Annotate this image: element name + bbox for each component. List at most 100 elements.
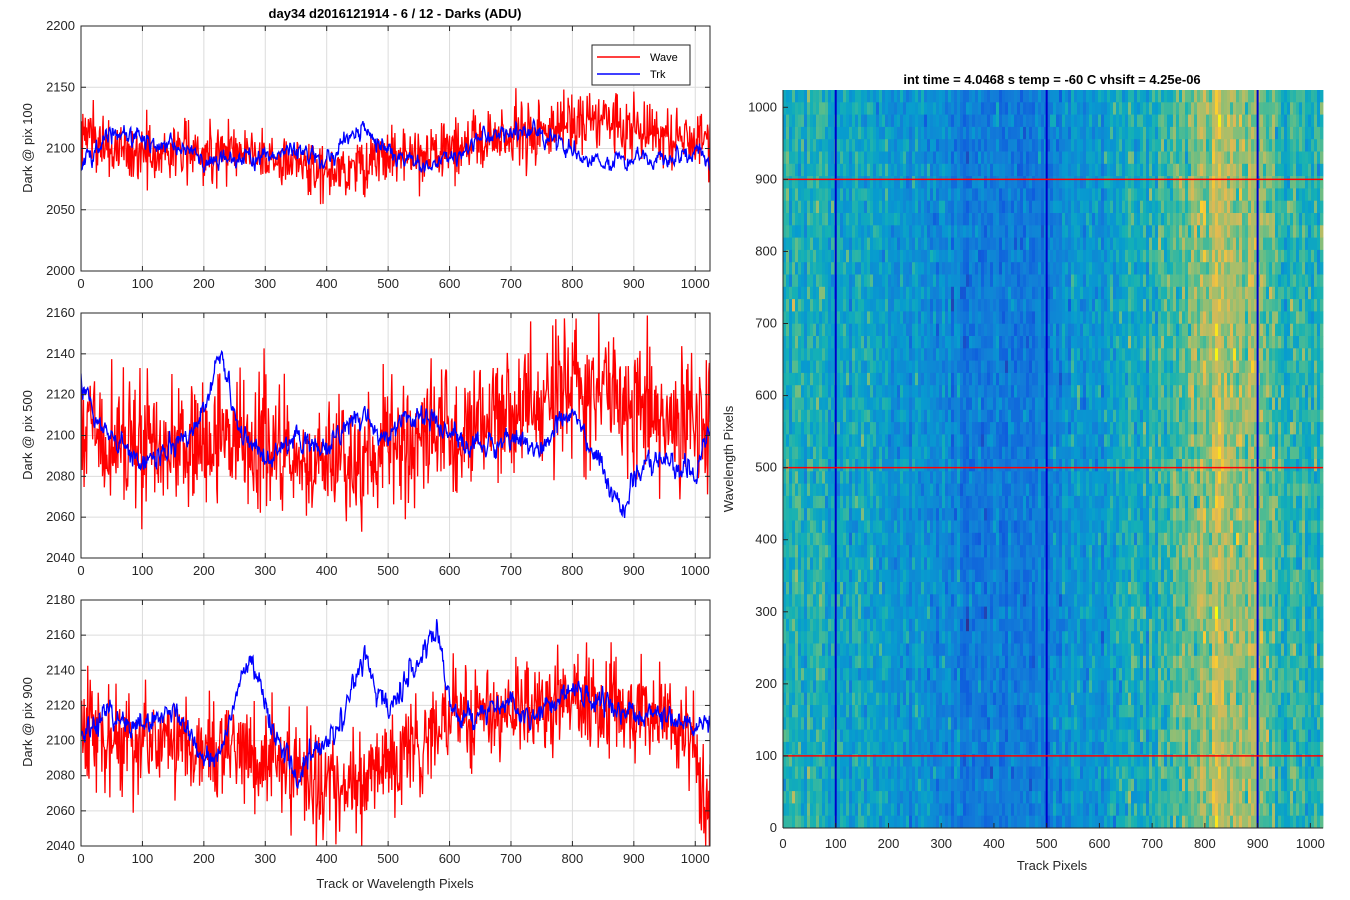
x-tick-label: 800	[562, 276, 584, 291]
x-tick-label: 300	[254, 851, 276, 866]
x-axis-label: Track Pixels	[1017, 858, 1088, 873]
x-tick-label: 900	[623, 563, 645, 578]
chart-title: day34 d2016121914 - 6 / 12 - Darks (ADU)	[269, 6, 522, 21]
x-tick-label: 0	[77, 276, 84, 291]
x-tick-label: 900	[1247, 836, 1269, 851]
y-tick-label: 2080	[46, 768, 75, 783]
y-tick-label: 2060	[46, 803, 75, 818]
y-tick-label: 300	[755, 604, 777, 619]
x-tick-label: 100	[132, 276, 154, 291]
x-tick-label: 600	[439, 563, 461, 578]
y-tick-label: 2100	[46, 733, 75, 748]
y-axis-label: Dark @ pix 900	[20, 677, 35, 767]
x-tick-label: 100	[132, 563, 154, 578]
y-tick-label: 2160	[46, 627, 75, 642]
x-tick-label: 700	[500, 851, 522, 866]
y-tick-label: 2180	[46, 592, 75, 607]
x-tick-label: 0	[779, 836, 786, 851]
series-line-trk	[81, 117, 710, 174]
x-tick-label: 800	[562, 563, 584, 578]
x-tick-label: 500	[377, 563, 399, 578]
x-tick-label: 200	[878, 836, 900, 851]
x-tick-label: 700	[500, 563, 522, 578]
heatmap-dark-frame: int time = 4.0468 s temp = -60 C vhsift …	[721, 72, 1325, 873]
x-axis-label: Track or Wavelength Pixels	[316, 876, 474, 891]
x-tick-label: 600	[1089, 836, 1111, 851]
x-tick-label: 900	[623, 851, 645, 866]
y-tick-label: 2120	[46, 697, 75, 712]
y-tick-label: 700	[755, 316, 777, 331]
y-tick-label: 2040	[46, 550, 75, 565]
x-tick-label: 800	[562, 851, 584, 866]
x-tick-label: 700	[500, 276, 522, 291]
x-tick-label: 100	[132, 851, 154, 866]
x-tick-label: 800	[1194, 836, 1216, 851]
y-tick-label: 2000	[46, 263, 75, 278]
x-tick-label: 500	[1036, 836, 1058, 851]
legend-box	[591, 44, 691, 86]
y-axis-label: Dark @ pix 100	[20, 103, 35, 193]
line-chart-pix-900: 0 100 200 300 400 500 600 700 800 900 1000 2040 2060…	[20, 592, 711, 891]
plot-area: 0 100 200 300 400 500 600 700 800 900 1000 2040 2060…	[46, 305, 711, 578]
x-tick-label: 600	[439, 276, 461, 291]
x-tick-label: 900	[623, 276, 645, 291]
y-tick-label: 2100	[46, 141, 75, 156]
x-tick-label: 200	[193, 563, 215, 578]
x-tick-label: 200	[193, 851, 215, 866]
x-tick-label: 400	[316, 563, 338, 578]
y-tick-label: 2160	[46, 305, 75, 320]
y-tick-label: 2080	[46, 468, 75, 483]
x-tick-label: 1000	[681, 276, 710, 291]
y-tick-label: 0	[770, 820, 777, 835]
y-tick-label: 2040	[46, 838, 75, 853]
legend-trk-label: Trk	[650, 69, 666, 81]
series-line-trk	[81, 349, 710, 519]
y-tick-label: 2150	[46, 79, 75, 94]
y-tick-label: 100	[755, 748, 777, 763]
y-tick-label: 600	[755, 388, 777, 403]
y-tick-label: 200	[755, 676, 777, 691]
x-tick-label: 600	[439, 851, 461, 866]
y-axis-label: Dark @ pix 500	[20, 390, 35, 480]
y-axis-label: Wavelength Pixels	[721, 405, 736, 512]
x-tick-label: 1000	[681, 851, 710, 866]
heatmap-title: int time = 4.0468 s temp = -60 C vhsift …	[903, 72, 1200, 87]
plot-area: 0 100 200 300 400 500 600 700 800 900 1000 2040 2060…	[46, 592, 711, 866]
y-tick-label: 2140	[46, 346, 75, 361]
y-tick-label: 1000	[748, 99, 777, 114]
y-tick-label: 500	[755, 460, 777, 475]
x-tick-label: 300	[254, 563, 276, 578]
x-tick-label: 1000	[681, 563, 710, 578]
heatmap-area: 0 100 200 300 400 500 600 700 800 900 1000 0 100 200 3…	[748, 90, 1325, 851]
y-tick-label: 2060	[46, 509, 75, 524]
series-line-trk	[81, 619, 710, 789]
line-chart-pix-100: day34 d2016121914 - 6 / 12 - Darks (ADU)…	[20, 6, 711, 291]
x-tick-label: 400	[983, 836, 1005, 851]
axes-frame	[80, 599, 711, 847]
x-tick-label: 200	[193, 276, 215, 291]
x-tick-label: 300	[930, 836, 952, 851]
x-tick-label: 700	[1141, 836, 1163, 851]
legend: Wave Trk	[591, 44, 691, 86]
x-tick-label: 1000	[1296, 836, 1325, 851]
y-tick-label: 800	[755, 243, 777, 258]
series-line-wave	[81, 642, 710, 846]
x-tick-label: 0	[77, 851, 84, 866]
y-tick-label: 900	[755, 171, 777, 186]
y-tick-label: 2200	[46, 18, 75, 33]
x-tick-label: 400	[316, 276, 338, 291]
y-tick-label: 2100	[46, 428, 75, 443]
x-tick-label: 300	[254, 276, 276, 291]
legend-wave-label: Wave	[650, 52, 678, 64]
x-tick-label: 0	[77, 563, 84, 578]
heatmap-cells	[783, 90, 1324, 829]
line-chart-pix-500: 0 100 200 300 400 500 600 700 800 900 1000 2040 2060…	[20, 305, 711, 578]
x-tick-label: 400	[316, 851, 338, 866]
y-tick-label: 2120	[46, 387, 75, 402]
y-tick-label: 400	[755, 532, 777, 547]
x-tick-label: 500	[377, 851, 399, 866]
x-tick-label: 500	[377, 276, 399, 291]
y-tick-label: 2050	[46, 202, 75, 217]
x-tick-label: 100	[825, 836, 847, 851]
